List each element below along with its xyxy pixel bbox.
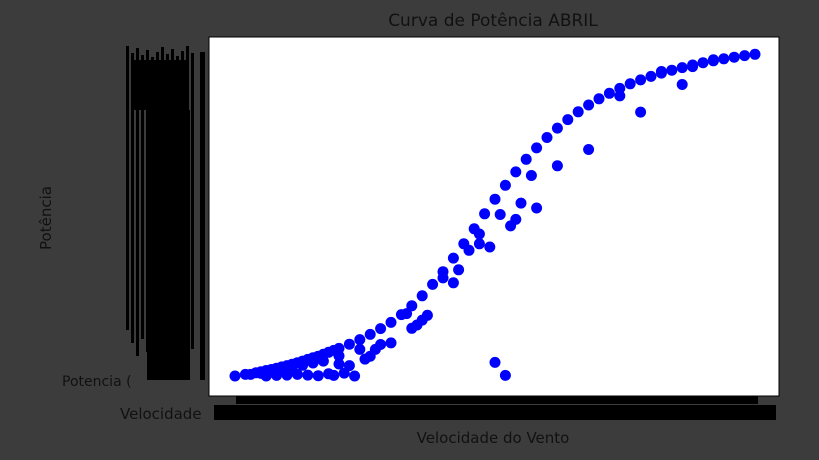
plot-area: [208, 36, 780, 397]
data-point: [520, 153, 532, 165]
data-point: [333, 358, 345, 370]
data-point: [739, 50, 751, 62]
y-tick-label-mark: [126, 46, 129, 330]
y-tick-first-label: Potencia (: [62, 374, 132, 390]
data-point: [489, 193, 501, 205]
data-point: [531, 202, 543, 214]
data-point: [551, 160, 563, 172]
data-point: [676, 62, 688, 74]
data-point: [437, 272, 449, 284]
data-point: [312, 370, 324, 382]
data-point: [635, 106, 647, 118]
y-tick-label-mark: [191, 53, 194, 349]
data-point: [728, 51, 740, 63]
data-point: [463, 244, 475, 256]
x-tick-labels: [214, 396, 776, 420]
data-point: [473, 238, 485, 250]
data-point: [551, 122, 563, 134]
data-point: [583, 99, 595, 111]
data-point: [505, 220, 517, 232]
data-point: [718, 53, 730, 65]
data-point: [447, 277, 459, 289]
data-point: [364, 328, 376, 340]
y-axis-label: Potência: [37, 186, 55, 250]
data-point: [499, 369, 511, 381]
data-point: [276, 363, 288, 375]
data-point: [364, 350, 376, 362]
data-point: [645, 70, 657, 82]
data-point: [416, 290, 428, 302]
x-tick-first-label: Velocidade: [120, 405, 202, 423]
data-point: [541, 132, 553, 143]
data-point: [572, 106, 584, 118]
data-point: [328, 369, 340, 381]
data-point: [489, 356, 501, 368]
data-point: [583, 144, 595, 155]
data-point: [416, 314, 428, 326]
data-point: [614, 90, 626, 102]
scatter-points: [229, 48, 761, 382]
y-tick-labels: [126, 46, 205, 380]
data-point: [229, 370, 241, 382]
x-tick-mark: [236, 396, 758, 404]
y-tick-mark: [200, 52, 205, 380]
data-point: [473, 228, 485, 240]
x-tick-label-mark: [214, 405, 776, 420]
data-point: [697, 57, 709, 69]
data-point: [286, 362, 298, 374]
data-point: [343, 360, 355, 372]
data-point: [406, 322, 418, 334]
data-point: [510, 166, 522, 178]
data-point: [385, 316, 397, 328]
y-tick-label-mark: [131, 53, 134, 343]
data-point: [624, 78, 636, 90]
data-point: [427, 278, 439, 290]
data-point: [317, 355, 329, 367]
data-point: [375, 323, 387, 335]
data-point: [349, 370, 361, 382]
data-point: [302, 369, 314, 381]
data-point: [406, 300, 418, 312]
data-point: [531, 142, 543, 154]
y-tick-label-mark: [141, 55, 144, 339]
data-point: [562, 114, 574, 126]
data-point: [343, 338, 355, 350]
data-point: [603, 87, 615, 99]
y-tick-label-mark: [134, 60, 189, 110]
data-point: [676, 79, 688, 90]
x-axis-label: Velocidade do Vento: [417, 429, 570, 447]
data-point: [499, 179, 511, 191]
data-point: [245, 368, 257, 380]
data-point: [515, 197, 527, 209]
data-point: [655, 66, 667, 77]
data-point: [307, 357, 319, 369]
data-point: [525, 170, 537, 181]
data-point: [354, 334, 366, 346]
data-point: [333, 350, 345, 362]
y-tick-label-mark: [136, 48, 139, 356]
data-point: [354, 343, 366, 355]
data-point: [385, 337, 397, 349]
data-point: [687, 61, 699, 73]
data-point: [666, 64, 678, 76]
data-point: [707, 54, 719, 66]
data-point: [484, 241, 496, 253]
data-point: [255, 367, 267, 379]
data-point: [447, 252, 459, 264]
data-point: [635, 74, 647, 86]
y-tick-label-mark: [147, 110, 190, 380]
data-point: [593, 93, 605, 105]
chart-title: Curva de Potência ABRIL: [388, 11, 598, 31]
data-point: [297, 359, 309, 371]
data-point: [479, 208, 491, 220]
data-point: [401, 308, 413, 320]
data-point: [494, 209, 506, 220]
data-point: [375, 339, 387, 350]
data-point: [453, 264, 465, 276]
data-point: [749, 48, 761, 60]
